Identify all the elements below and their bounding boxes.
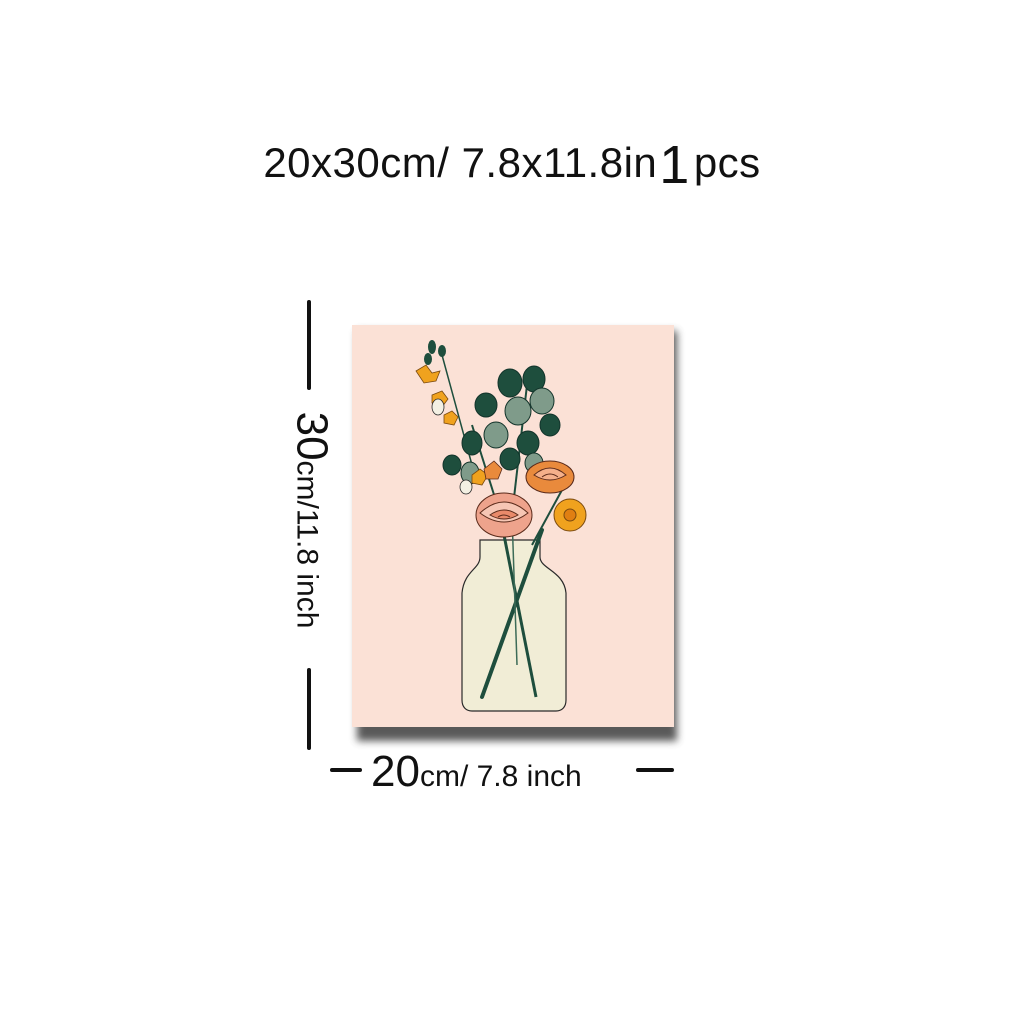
stem <box>531 489 563 546</box>
size-text: 20x30cm/ 7.8x11.8in <box>263 139 658 186</box>
width-unit: cm/ 7.8 inch <box>419 760 582 793</box>
yellow-flowers <box>415 364 489 486</box>
pink-rose <box>475 492 533 538</box>
sprig <box>424 340 446 365</box>
height-dimension-line-top <box>307 300 311 390</box>
white-bud <box>459 479 473 495</box>
eucalyptus-leaves <box>442 365 561 485</box>
quantity-number: 1 <box>659 135 690 195</box>
height-dimension-line-bottom <box>307 668 311 750</box>
quantity-unit: pcs <box>693 139 761 186</box>
height-unit: cm/11.8 inch <box>290 460 324 629</box>
poster-artwork <box>352 325 674 727</box>
bouquet-illustration <box>415 340 587 712</box>
orange-freesia <box>483 460 503 480</box>
width-value: 20 <box>371 747 420 796</box>
stem <box>480 528 544 699</box>
stem <box>500 524 538 698</box>
width-dimension-line-right <box>636 768 674 772</box>
product-size-title: 20x30cm/ 7.8x11.8in1pcs <box>0 138 1024 192</box>
height-dimension-label: 30cm/11.8 inch <box>288 412 337 629</box>
stem <box>511 514 518 666</box>
width-dimension-line-left <box>330 768 362 772</box>
glass-vase <box>461 539 567 712</box>
orange-rose <box>525 460 575 494</box>
width-dimension-label: 20cm/ 7.8 inch <box>371 748 582 801</box>
yellow-poppy <box>553 498 587 532</box>
white-bud <box>431 398 445 416</box>
height-value: 30 <box>287 411 337 461</box>
